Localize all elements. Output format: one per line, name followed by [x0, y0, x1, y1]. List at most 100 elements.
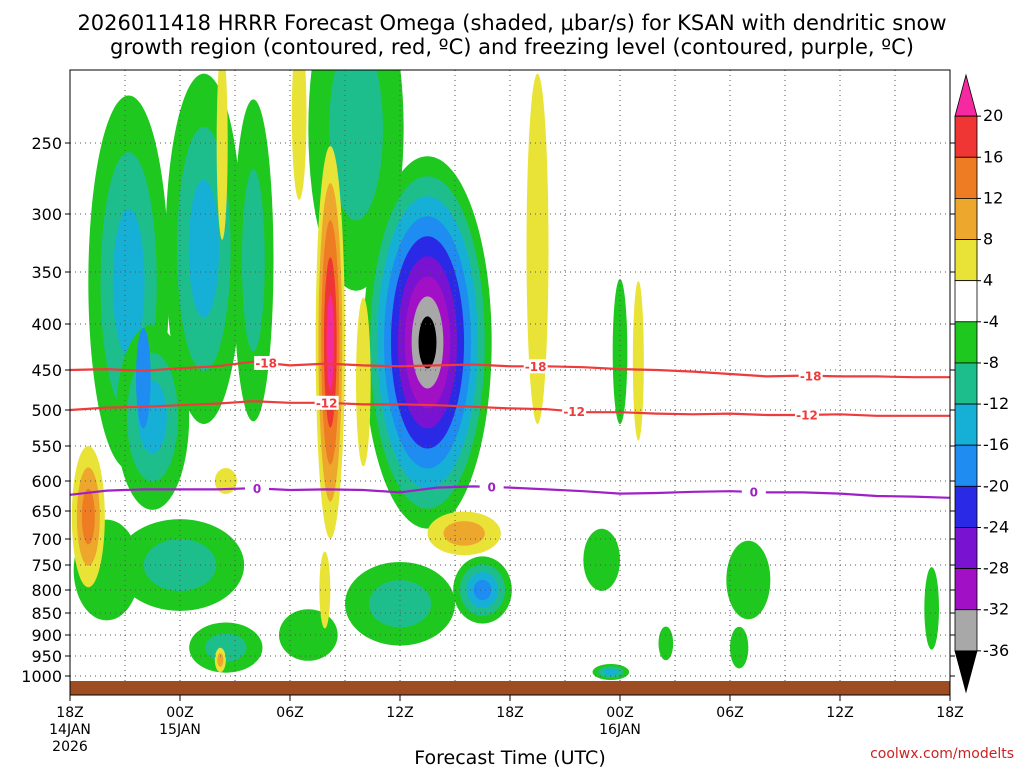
contour-label-bg-m18-2 [798, 368, 823, 383]
x-tick-label-30-0: 00Z [606, 705, 633, 721]
omega-neg-cell-19-level-m4 [658, 626, 674, 661]
y-tick-label-250: 250 [31, 134, 62, 153]
omega-neg-cell-13-level-m4 [726, 540, 771, 620]
omega-neg-cell-17-level-m8 [205, 633, 247, 662]
colorbar-label-2: 12 [983, 188, 1003, 207]
ground-surface [70, 681, 950, 695]
omega-neg-cell-14-level-m4 [924, 567, 940, 650]
y-tick-label-550: 550 [31, 437, 62, 456]
x-tick-label-12-0: 06Z [276, 705, 303, 721]
contour-label-0-0: 0 [253, 482, 261, 496]
omega-neg-cell-6-level-m36 [418, 316, 437, 369]
contour-label-bg-0-2 [741, 484, 766, 499]
contour-label-0-1: 0 [487, 481, 495, 495]
colorbar-label-10: -24 [983, 517, 1009, 536]
x-tick-label-18-0: 12Z [386, 705, 413, 721]
colorbar-swatch-0 [954, 73, 978, 117]
x-tick-label-36-0: 06Z [716, 705, 743, 721]
omega-pos-cell-7-level-8 [217, 653, 224, 667]
x-tick-label-42-0: 12Z [826, 705, 853, 721]
y-tick-label-350: 350 [31, 263, 62, 282]
contour-label-bg-0-1 [479, 480, 504, 494]
contour-label-bg-m12-0 [314, 395, 339, 410]
colorbar-swatch-12 [954, 568, 978, 611]
colorbar: 20 16 12 8 4 -4 -8 -12 -16 -20 -24 -28 -32 -36 [954, 73, 1009, 694]
y-tick-label-1000: 1000 [21, 667, 62, 686]
y-tick-label-500: 500 [31, 401, 62, 420]
omega-pos-cell-4-level-4 [632, 281, 644, 441]
colorbar-swatch-13 [954, 609, 978, 652]
contour-label-m12-1: -12 [563, 405, 585, 419]
omega-neg-cell-5-level-m8 [329, 70, 383, 221]
x-tick-label-24-0: 18Z [496, 705, 523, 721]
y-tick-label-600: 600 [31, 472, 62, 491]
colorbar-label-6: -8 [983, 353, 999, 372]
contour-label-bg-0-0 [245, 481, 269, 496]
x-axis-label: Forecast Time (UTC) [414, 747, 605, 768]
contour-label-m18-1: -18 [525, 360, 547, 374]
contour-label-0-2: 0 [750, 485, 758, 499]
contour-label-bg-m12-1 [562, 404, 587, 419]
colorbar-label-1: 16 [983, 147, 1003, 166]
omega-pos-cell-1-level-20 [326, 294, 334, 391]
y-tick-label-850: 850 [31, 604, 62, 623]
colorbar-swatch-3 [954, 197, 978, 240]
omega-neg-cell-7-level-m4 [612, 279, 628, 425]
omega-pos-cell-6-level-4 [319, 551, 331, 629]
y-tick-label-950: 950 [31, 647, 62, 666]
gridlines [70, 70, 950, 695]
x-tick-label-6-1: 15JAN [159, 722, 201, 738]
omega-neg-cell-12-level-m4 [583, 528, 621, 591]
y-tick-label-450: 450 [31, 361, 62, 380]
colorbar-swatch-10 [954, 485, 978, 528]
colorbar-label-12: -32 [983, 600, 1009, 619]
x-tick-label-0-0: 18Z [56, 705, 83, 721]
y-tick-label-750: 750 [31, 556, 62, 575]
omega-pos-cell-9-level-4 [291, 70, 307, 200]
y-tick-label-700: 700 [31, 530, 62, 549]
plot-area: -18 -18 -18 -12 -12 -12 0 0 0 [70, 70, 950, 695]
y-tick-label-800: 800 [31, 581, 62, 600]
contour-lines: -18 -18 -18 -12 -12 -12 0 0 0 [70, 356, 950, 499]
x-tick-label-6-0: 00Z [166, 705, 193, 721]
colorbar-label-11: -28 [983, 559, 1009, 578]
omega-neg-cell-3-level-m16 [136, 327, 151, 429]
omega-neg-cell-11-level-m16 [473, 579, 492, 601]
y-axis: 250 300 350 400 450 500 550 600 650 700 750 800 850 9… [21, 134, 955, 686]
colorbar-swatch-9 [954, 444, 978, 487]
y-tick-label-900: 900 [31, 626, 62, 645]
colorbar-swatch-5 [954, 280, 978, 323]
colorbar-swatch-6 [954, 321, 978, 364]
omega-pos-cell-8-level-4 [356, 297, 371, 467]
colorbar-label-4: 4 [983, 271, 993, 290]
colorbar-label-3: 8 [983, 230, 993, 249]
x-tick-label-0-1: 14JAN [49, 722, 91, 738]
contour-label-m12-2: -12 [796, 408, 818, 422]
colorbar-label-9: -20 [983, 476, 1009, 495]
colorbar-label-0: 20 [983, 106, 1003, 125]
credit-text: coolwx.com/modelts [870, 746, 1014, 762]
omega-neg-cell-10-level-m8 [368, 580, 432, 628]
colorbar-swatch-8 [954, 403, 978, 446]
chart-title-line1: 2026011418 HRRR Forecast Omega (shaded, … [77, 11, 946, 35]
y-tick-label-400: 400 [31, 315, 62, 334]
omega-neg-cell-4-level-m8 [241, 169, 265, 352]
colorbar-label-7: -12 [983, 394, 1009, 413]
chart-title-line2: growth region (contoured, red, ºC) and f… [110, 35, 914, 59]
colorbar-swatch-4 [954, 239, 978, 282]
colorbar-label-5: -4 [983, 312, 999, 331]
colorbar-swatch-2 [954, 156, 978, 199]
omega-pos-cell-2-level-4 [216, 70, 228, 240]
x-tick-label-48-0: 18Z [936, 705, 963, 721]
contour-label-m18-2: -18 [800, 369, 822, 383]
omega-pos-cell-3-level-4 [526, 73, 549, 424]
y-tick-label-650: 650 [31, 502, 62, 521]
omega-shading [71, 70, 940, 680]
omega-pos-cell-5-level-8 [443, 521, 485, 546]
colorbar-swatch-14 [954, 650, 978, 694]
colorbar-swatch-1 [954, 115, 978, 158]
x-tick-label-30-1: 16JAN [599, 722, 641, 738]
contour-0 [70, 485, 950, 499]
